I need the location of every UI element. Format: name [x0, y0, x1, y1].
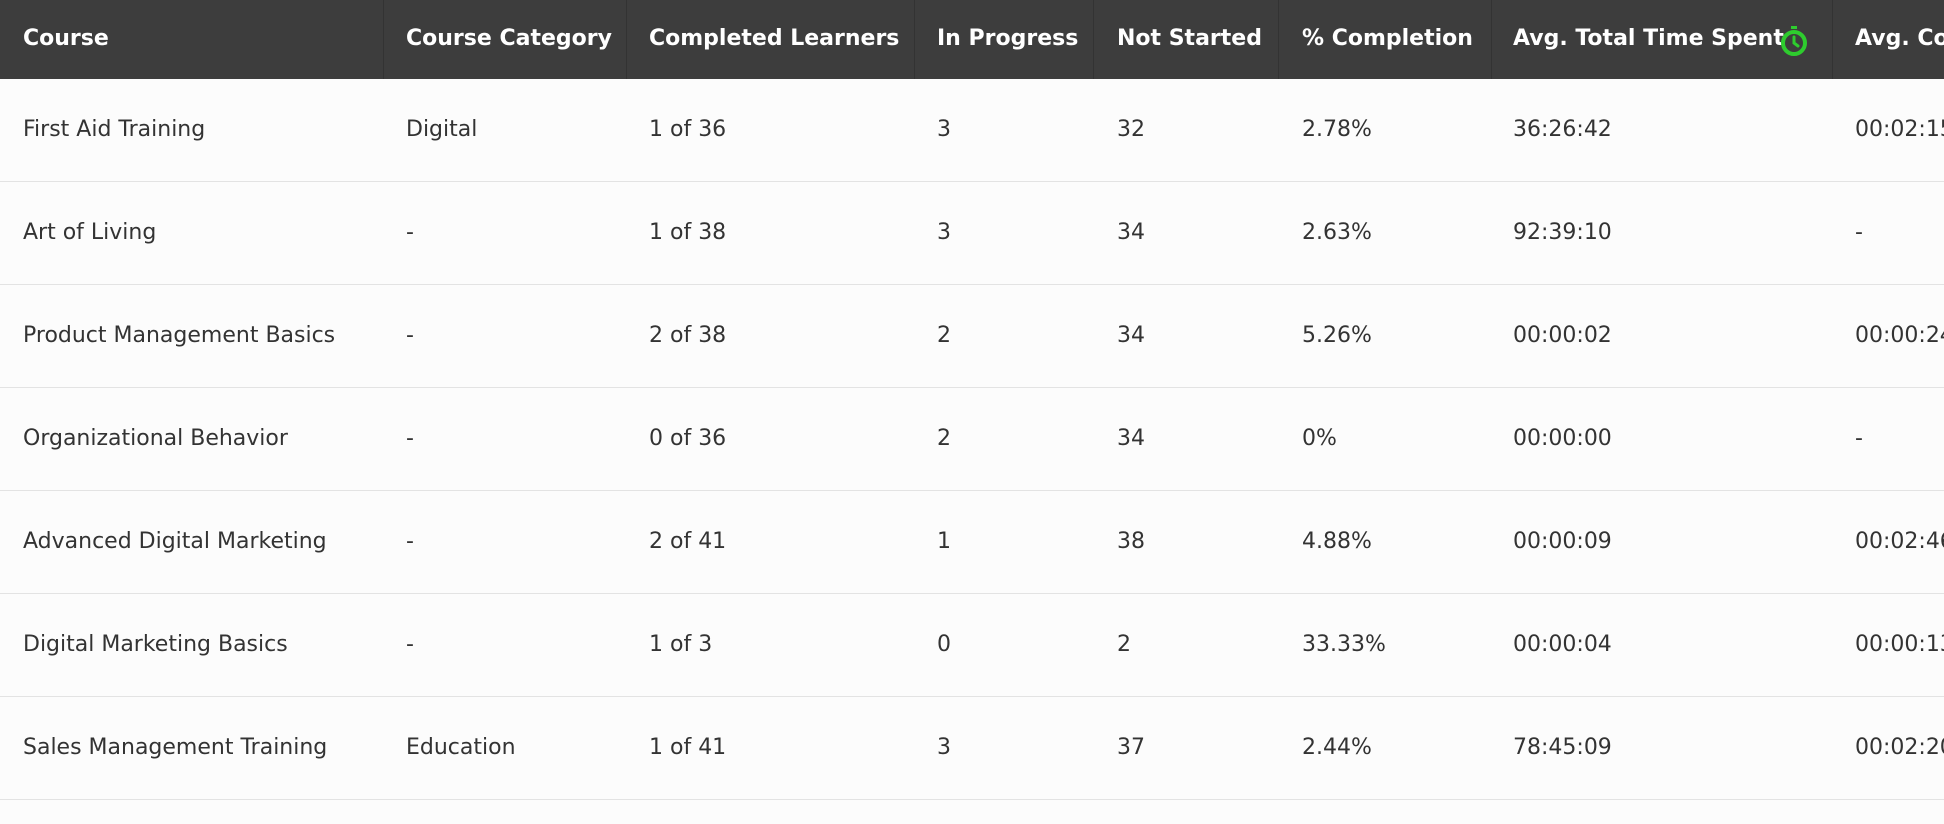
table-cell: 0 of 36 — [649, 426, 727, 451]
table-cell: 2 — [937, 323, 951, 348]
table-cell: - — [1855, 220, 1863, 245]
table-row: Digital Marketing Basics - 1 of 3 0 2 33.33% 0… — [0, 594, 1944, 697]
table-cell: 2 — [937, 426, 951, 451]
table-cell: - — [406, 632, 414, 657]
table-cell: 33.33% — [1302, 632, 1386, 657]
table-row: Organizational Behavior - 0 of 36 2 34 0% 00:0… — [0, 388, 1944, 491]
table-cell: 32 — [1117, 117, 1145, 142]
table-cell: 2 — [1117, 632, 1131, 657]
table-cell: 34 — [1117, 220, 1145, 245]
table-cell: 2.44% — [1302, 735, 1372, 760]
table-row: Sales Management Training Education 1 of 4… — [0, 697, 1944, 800]
header-divider — [383, 0, 384, 79]
table-cell: 3 — [937, 117, 951, 142]
table-cell: 00:00:24 — [1855, 323, 1944, 348]
table-cell: - — [406, 220, 414, 245]
table-cell: 00:00:02 — [1513, 323, 1612, 348]
table-row: Product Management Basics - 2 of 38 2 34 5.26… — [0, 285, 1944, 388]
table-cell: 00:02:15 — [1855, 117, 1944, 142]
table-row: Art of Living - 1 of 38 3 34 2.63% 92:39:10 - — [0, 182, 1944, 285]
header-divider — [626, 0, 627, 79]
column-header: Avg. Co — [1855, 26, 1944, 51]
table-cell: 2.78% — [1302, 117, 1372, 142]
table-cell: - — [1855, 426, 1863, 451]
header-divider — [1491, 0, 1492, 79]
header-divider — [1093, 0, 1094, 79]
table-cell: 0% — [1302, 426, 1337, 451]
table-cell: 00:00:00 — [1513, 426, 1612, 451]
column-header: Course — [23, 26, 109, 51]
table-cell: 37 — [1117, 735, 1145, 760]
header-divider — [1278, 0, 1279, 79]
table-cell: Sales Management Training — [23, 735, 328, 760]
table-cell: Product Management Basics — [23, 323, 336, 348]
table-cell: 34 — [1117, 426, 1145, 451]
table-cell: 78:45:09 — [1513, 735, 1612, 760]
column-header: % Completion — [1302, 26, 1473, 51]
table-row: Advanced Digital Marketing - 2 of 41 1 38 4.8… — [0, 491, 1944, 594]
timer-icon — [1781, 26, 1807, 56]
table-header: Course Course Category Completed Learners I… — [0, 0, 1944, 79]
table-cell: 0 — [937, 632, 951, 657]
table-cell: 1 of 3 — [649, 632, 713, 657]
table-cell: 1 of 36 — [649, 117, 727, 142]
table-cell: 00:00:04 — [1513, 632, 1612, 657]
table-cell: - — [406, 529, 414, 554]
table-cell: 1 — [937, 529, 951, 554]
table-cell: 92:39:10 — [1513, 220, 1612, 245]
column-header: In Progress — [937, 26, 1079, 51]
table-cell: 4.88% — [1302, 529, 1372, 554]
header-divider — [1832, 0, 1833, 79]
column-header: Avg. Total Time Spent — [1513, 26, 1784, 51]
column-header: Not Started — [1117, 26, 1262, 51]
table-cell: 2.63% — [1302, 220, 1372, 245]
table-cell: - — [406, 323, 414, 348]
table-cell: - — [406, 426, 414, 451]
table-row: First Aid Training Digital 1 of 36 3 32 2.78%… — [0, 79, 1944, 182]
table-cell: 00:00:09 — [1513, 529, 1612, 554]
header-divider — [914, 0, 915, 79]
table-cell: 3 — [937, 220, 951, 245]
table-cell: 1 of 41 — [649, 735, 727, 760]
table-cell: 00:00:13 — [1855, 632, 1944, 657]
column-header: Completed Learners — [649, 26, 900, 51]
table-cell: Art of Living — [23, 220, 157, 245]
table-cell: 36:26:42 — [1513, 117, 1612, 142]
table-cell: 1 of 38 — [649, 220, 727, 245]
table-cell: Digital — [406, 117, 478, 142]
table-cell: 34 — [1117, 323, 1145, 348]
table-cell: 2 of 41 — [649, 529, 727, 554]
column-header: Course Category — [406, 26, 612, 51]
table-cell: 3 — [937, 735, 951, 760]
table-cell: Organizational Behavior — [23, 426, 288, 451]
table-cell: 00:02:20 — [1855, 735, 1944, 760]
table-cell: 00:02:46 — [1855, 529, 1944, 554]
table-cell: 5.26% — [1302, 323, 1372, 348]
table-cell: 2 of 38 — [649, 323, 727, 348]
table-cell: Digital Marketing Basics — [23, 632, 288, 657]
table-cell: Education — [406, 735, 516, 760]
table-cell: 38 — [1117, 529, 1145, 554]
table-cell: First Aid Training — [23, 117, 206, 142]
table-cell: Advanced Digital Marketing — [23, 529, 327, 554]
